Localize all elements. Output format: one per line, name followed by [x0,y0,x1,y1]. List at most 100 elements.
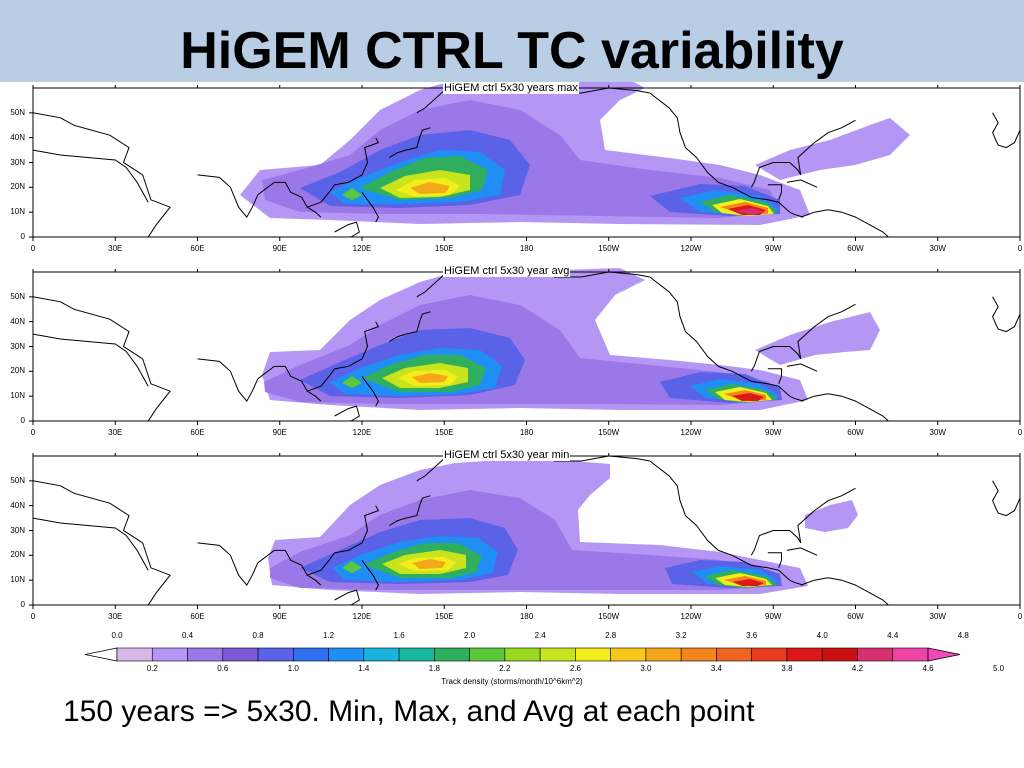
colorbar-tick-label: 1.4 [358,664,370,673]
lon-label: 60W [847,428,864,437]
lon-label: 120E [352,428,372,437]
density-shapes-max [29,82,1021,241]
colorbar-tick-label: 3.4 [710,664,722,673]
density-contour [805,500,858,532]
lat-label: 50N [10,291,25,301]
lat-label: 0 [20,600,25,609]
density-contour [755,118,910,180]
colorbar-tick-label: 0.8 [252,631,264,640]
lon-label: 120E [352,244,372,253]
coastline [32,480,171,606]
colorbar-tick-label: 4.4 [887,631,899,640]
colorbar-tick-label: 1.2 [323,631,335,640]
coastline [32,517,149,571]
coastline [992,112,1021,149]
colorbar-tick-label: 1.6 [393,631,405,640]
colorbar-swatch [504,647,541,662]
slide-title: HiGEM CTRL TC variability [180,22,844,80]
colorbar-caption: Track density (storms/month/10^6km^2) [441,677,583,686]
coastline [32,296,171,422]
colorbar-arrow-left [84,647,118,662]
map-avg-svg [29,268,1021,425]
lon-label: 180 [519,428,534,437]
colorbar-tick-label: 4.0 [816,631,828,640]
coastline [649,276,804,402]
coastline [767,552,782,568]
map-panel-max: HiGEM ctrl 5x30 years max 50N 40N 30N 20N 10… [0,82,1024,253]
coastline [334,221,360,238]
coastline [32,149,149,203]
coastline [307,137,380,208]
colorbar-tick-label: 0.0 [111,631,123,640]
lat-label: 30N [10,157,25,167]
lon-label: 90E [272,428,287,437]
coastline [767,368,782,384]
panel-title-min: HiGEM ctrl 5x30 year min [443,449,571,461]
lon-label: 30E [108,612,123,621]
lat-label: 20N [10,366,25,376]
lon-label: 150W [598,244,620,253]
lat-label: 10N [10,575,25,585]
colorbar-tick-label: 2.0 [464,631,476,640]
colorbar-swatch [116,647,153,662]
lat-label: 50N [10,475,25,485]
colorbar-swatch [328,647,365,662]
coastline [197,174,322,218]
colorbar-swatch [610,647,647,662]
coastline [197,542,322,586]
coastline [800,577,889,606]
coastline [750,119,856,188]
lat-label: 40N [10,500,25,510]
lon-label: 0 [30,428,36,437]
lon-label: 120E [352,612,372,621]
lon-label: 0 [1017,612,1023,621]
map-panel-min: HiGEM ctrl 5x30 year min 50N 40N 30N 20N 10N… [0,449,1024,621]
density-contour [732,579,764,586]
lon-label: 90W [765,612,782,621]
map-panel-avg: HiGEM ctrl 5x30 year avg 50N 40N 30N 20N 10N… [0,265,1024,437]
lat-label: 20N [10,182,25,192]
coastline [767,184,782,200]
lon-label: 60W [847,612,864,621]
density-contour [732,393,764,401]
colorbar-tick-label: 5.0 [992,664,1005,673]
colorbar-swatch [680,647,717,662]
coastline [361,376,379,407]
coastline [389,311,431,342]
lat-label: 40N [10,132,25,142]
density-contour [410,182,450,194]
density-shapes-avg [29,268,1021,425]
colorbar-swatch [257,647,294,662]
colorbar-tick-label: 3.6 [746,631,758,640]
colorbar-tick-label: 3.8 [781,664,793,673]
lon-label: 150E [434,612,454,621]
lon-label: 90E [272,612,287,621]
colorbar-tick-label: 0.6 [217,664,229,673]
lon-label: 120W [680,244,702,253]
coastline [334,405,360,422]
colorbar-swatch [469,647,506,662]
lon-label: 90W [765,244,782,253]
map-min-svg [29,453,1021,609]
panel-title-avg: HiGEM ctrl 5x30 year avg [443,265,571,277]
colorbar-tick-label: 1.0 [287,664,299,673]
lon-label: 30W [929,244,946,253]
colorbar-tick-label: 0.4 [181,631,194,640]
lat-label: 30N [10,341,25,351]
colorbar-tick-label: 3.0 [640,664,652,673]
lon-label: 0 [30,244,36,253]
colorbar-swatch [892,647,929,662]
coastline [334,589,360,606]
lon-label: 150E [434,244,454,253]
lat-label: 50N [10,107,25,117]
coastline [992,296,1021,333]
lon-label: 30E [108,428,123,437]
lon-label: 150W [598,428,620,437]
density-contour [342,561,362,573]
coastline [361,560,379,591]
coastline [389,495,431,526]
lon-label: 60E [190,428,205,437]
coastline [992,480,1021,517]
colorbar-swatch [434,647,470,662]
colorbar-swatch [575,647,611,662]
